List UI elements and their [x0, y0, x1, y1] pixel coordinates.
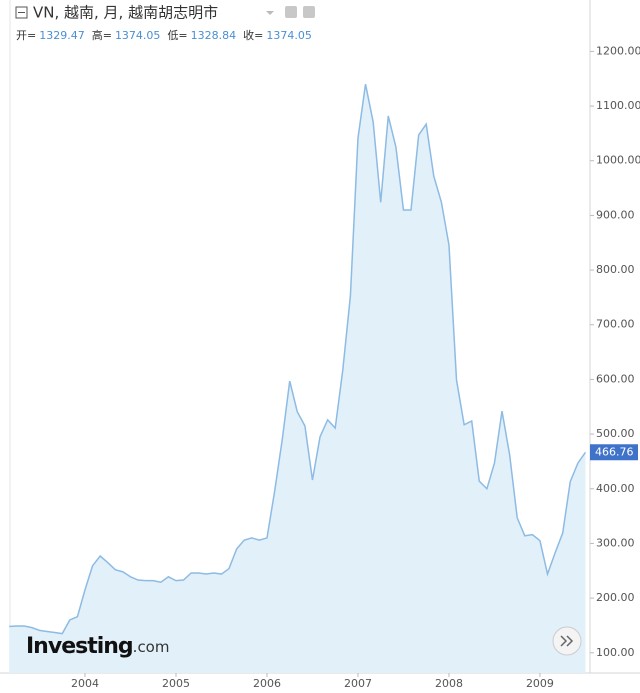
y-tick-label: 1200.00: [596, 44, 640, 57]
y-tick-label: 1100.00: [596, 99, 640, 112]
y-tick-label: 700.00: [596, 318, 635, 331]
chart-title: VN, 越南, 月, 越南胡志明市: [33, 4, 218, 22]
ohlc-value: 1328.84: [191, 29, 237, 42]
collapse-icon[interactable]: [15, 6, 28, 19]
y-tick-label: 500.00: [596, 427, 635, 440]
ohlc-label: 开=: [16, 29, 36, 42]
y-tick-label: 300.00: [596, 536, 635, 549]
dropdown-icon[interactable]: [266, 11, 274, 15]
x-tick-label: 2004: [71, 677, 99, 690]
x-tick-label: 2006: [253, 677, 281, 690]
overlay: VN, 越南, 月, 越南胡志明市 开= 1329.47 高= 1374.05 低= 13…: [15, 4, 582, 659]
scroll-icon: [560, 635, 574, 647]
y-tick-label: 800.00: [596, 263, 635, 276]
y-tick-label: 1000.00: [596, 154, 640, 167]
y-tick-label: 900.00: [596, 208, 635, 221]
ohlc-label: 高=: [92, 28, 112, 42]
brand: Investing.com: [26, 634, 169, 659]
settings-icon[interactable]: [285, 6, 297, 18]
plot: 100.00 200.00 300.00 400.00 500.00 600.00 700.…: [9, 44, 640, 690]
x-tick-label: 2008: [435, 677, 463, 690]
line: [9, 84, 587, 635]
y-tick-label: 600.00: [596, 372, 635, 385]
y-tick-label: 200.00: [596, 591, 635, 604]
brand-name: Investing: [26, 634, 133, 659]
last-value-tag: [590, 444, 638, 461]
gear-icon[interactable]: [303, 6, 315, 18]
ohlc-value: 1374.05: [266, 29, 312, 42]
ohlc-value: 1374.05: [115, 29, 161, 42]
area: [9, 84, 586, 673]
x-tick-label: 2005: [162, 677, 190, 690]
ohlc-label: 收=: [243, 28, 263, 42]
x-tick-label: 2009: [526, 677, 554, 690]
ohlc-legend: 开= 1329.47 高= 1374.05 低= 1328.84 收= 1374.05: [16, 28, 312, 42]
last-value-label: 466.76: [595, 445, 634, 458]
y-tick-label: 100.00: [596, 646, 635, 659]
y-tick-label: 400.00: [596, 482, 635, 495]
brand-suffix: .com: [133, 638, 170, 656]
x-tick-label: 2007: [344, 677, 372, 690]
ohlc-value: 1329.47: [39, 29, 85, 42]
ohlc-label: 低=: [167, 29, 187, 42]
